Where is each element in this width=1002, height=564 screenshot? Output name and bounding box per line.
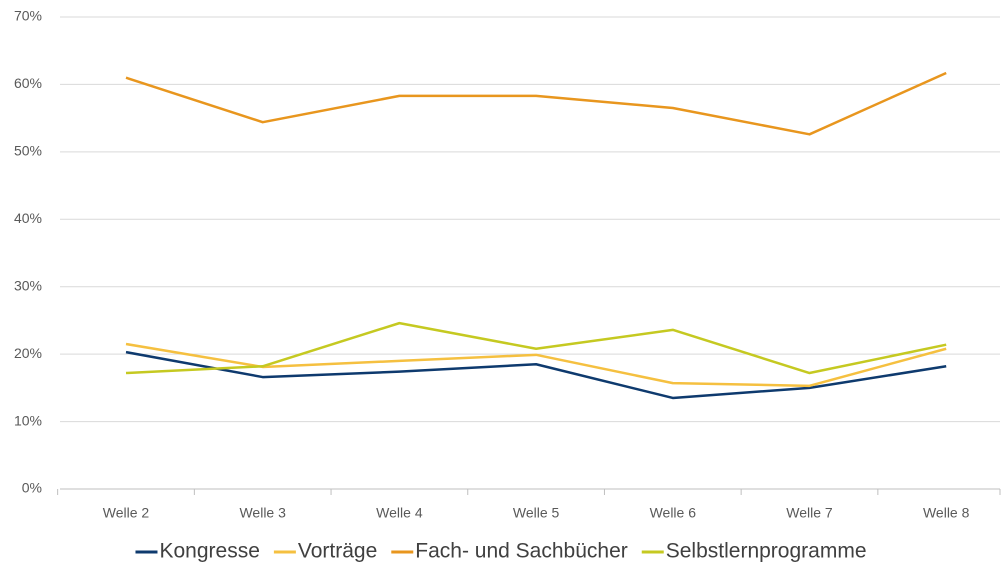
x-tick-label: Welle 5 — [513, 505, 560, 521]
y-tick-label: 10% — [14, 412, 42, 428]
legend-item: Fach- und Sachbücher — [391, 540, 628, 563]
legend: Kongresse Vorträge Fach- und Sachbücher Sel… — [135, 540, 867, 563]
legend-label: Kongresse — [159, 540, 259, 563]
series-line — [125, 350, 947, 400]
legend-label: Selbstlernprogramme — [666, 540, 867, 563]
y-tick-label: 40% — [14, 210, 42, 226]
x-tick-label: Welle 6 — [650, 505, 697, 521]
x-tick-label: Welle 4 — [376, 505, 423, 521]
legend-label: Fach- und Sachbücher — [415, 540, 627, 563]
y-tick-label: 30% — [14, 277, 42, 293]
x-tick-label: Welle 7 — [786, 505, 833, 521]
y-tick-label: 70% — [14, 8, 42, 24]
legend-item: Kongresse — [135, 540, 260, 563]
y-tick-label: 50% — [14, 143, 42, 159]
x-tick-label: Welle 8 — [923, 505, 970, 521]
y-tick-label: 20% — [14, 345, 42, 361]
x-tick-label: Welle 2 — [103, 505, 150, 521]
y-tick-label: 0% — [22, 480, 42, 496]
series-line — [125, 321, 947, 375]
legend-item: Selbstlernprogramme — [641, 540, 867, 563]
y-tick-label: 60% — [14, 75, 42, 91]
series-line — [125, 71, 947, 136]
legend-item: Vorträge — [273, 540, 377, 563]
x-tick-label: Welle 3 — [239, 505, 286, 521]
legend-label: Vorträge — [298, 540, 377, 563]
